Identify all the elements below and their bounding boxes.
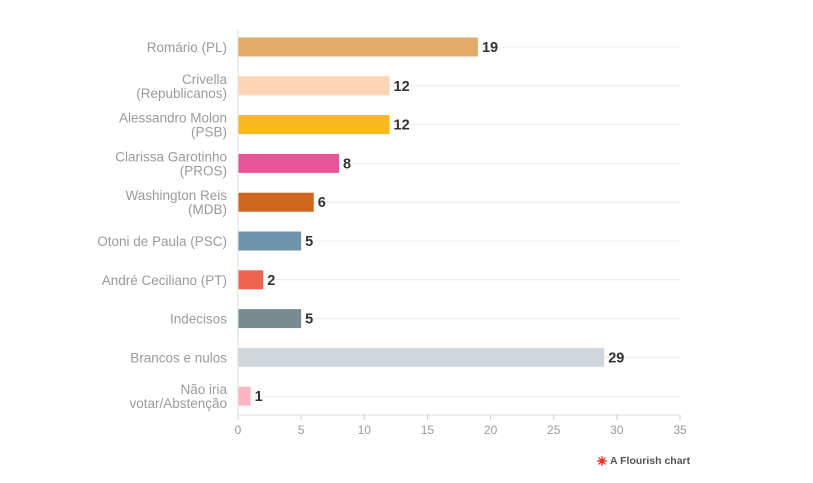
x-axis: 0 5 10 15 20 25 30 35 xyxy=(235,30,687,437)
x-tick-label: 20 xyxy=(484,423,498,437)
category-label: Washington Reis (MDB) xyxy=(125,188,227,217)
x-tick-label: 30 xyxy=(610,423,624,437)
category-label: Clarissa Garotinho (PROS) xyxy=(115,149,227,178)
bar[interactable] xyxy=(238,153,340,173)
category-label: Indecisos xyxy=(170,312,227,327)
data-label: 8 xyxy=(343,156,351,172)
bar[interactable] xyxy=(238,309,302,329)
bar[interactable] xyxy=(238,386,251,406)
data-label: 6 xyxy=(318,195,326,211)
x-tick-label: 10 xyxy=(358,423,372,437)
bars xyxy=(238,37,605,406)
x-tick-label: 0 xyxy=(235,423,242,437)
data-label: 5 xyxy=(305,312,313,328)
data-label: 12 xyxy=(394,118,410,134)
data-label: 1 xyxy=(255,389,263,405)
category-label: Otoni de Paula (PSC) xyxy=(97,234,227,249)
data-label: 29 xyxy=(608,350,624,366)
bar[interactable] xyxy=(238,37,478,57)
bar[interactable] xyxy=(238,192,314,212)
data-label: 5 xyxy=(305,234,313,250)
bar[interactable] xyxy=(238,231,302,251)
flourish-credit-text: A Flourish chart xyxy=(610,455,691,467)
category-labels: Romário (PL) Crivella (Republicanos) Alessa… xyxy=(97,40,227,411)
x-tick-label: 25 xyxy=(547,423,561,437)
category-label: Romário (PL) xyxy=(147,40,227,55)
category-label: Brancos e nulos xyxy=(130,350,227,365)
data-label: 12 xyxy=(394,79,410,95)
x-tick-label: 5 xyxy=(298,423,305,437)
category-label: André Ceciliano (PT) xyxy=(102,273,227,288)
category-label: Alessandro Molon (PSB) xyxy=(119,111,227,140)
data-label: 19 xyxy=(482,40,498,56)
bar[interactable] xyxy=(238,115,390,135)
bar[interactable] xyxy=(238,347,605,367)
flourish-logo-icon xyxy=(597,456,607,466)
category-label: Crivella (Republicanos) xyxy=(136,72,227,101)
data-label: 2 xyxy=(267,273,275,289)
bar[interactable] xyxy=(238,270,264,290)
category-label: Não iria votar/Abstenção xyxy=(129,382,227,411)
x-tick-label: 15 xyxy=(421,423,435,437)
value-labels: 19 12 12 8 6 5 2 5 29 1 xyxy=(255,40,625,405)
x-tick-label: 35 xyxy=(673,423,687,437)
bar[interactable] xyxy=(238,76,390,96)
flourish-credit[interactable]: A Flourish chart xyxy=(597,455,690,467)
gridlines xyxy=(238,46,680,397)
